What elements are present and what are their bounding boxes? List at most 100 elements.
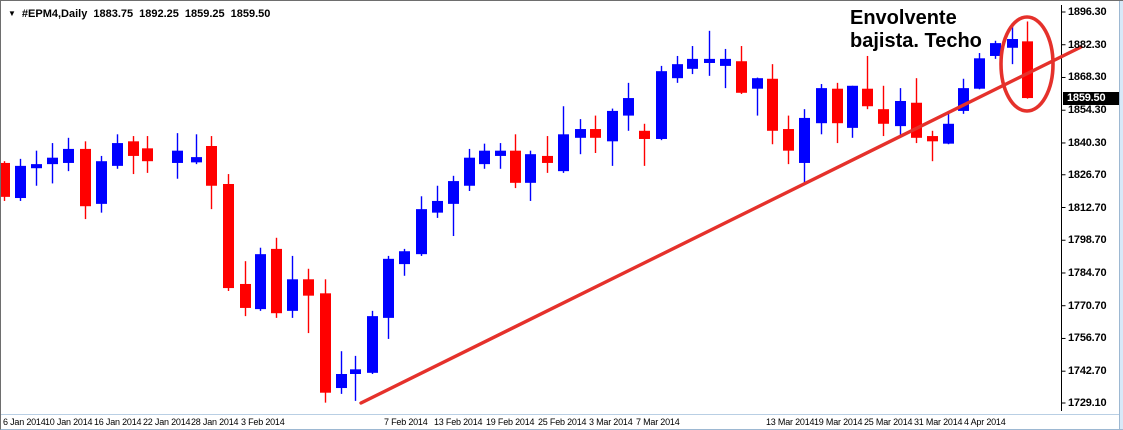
y-axis-label: 1770.70 — [1068, 299, 1107, 312]
candle-body — [656, 71, 667, 139]
candle-body — [639, 130, 650, 139]
y-axis-label: 1784.70 — [1068, 266, 1107, 279]
candle-body — [974, 58, 985, 89]
candle-body — [558, 134, 569, 172]
y-axis-label: 1882.30 — [1068, 38, 1107, 51]
y-axis-label: 1840.30 — [1068, 136, 1107, 149]
x-axis-label: 22 Jan 2014 — [143, 417, 191, 427]
ohlc-open: 1883.75 — [93, 8, 134, 20]
candle-body — [525, 154, 536, 183]
candle-body — [958, 88, 969, 111]
candle-body — [320, 293, 331, 393]
y-axis-label: 1826.70 — [1068, 168, 1107, 181]
ohlc-high: 1892.25 — [139, 8, 179, 20]
candle-body — [63, 148, 74, 163]
y-axis-label: 1742.70 — [1068, 365, 1107, 378]
candle-body — [799, 117, 810, 163]
annotation-text: Envolvente bajista. Techo — [850, 7, 982, 53]
candle-body — [607, 110, 618, 142]
candle-body — [783, 129, 794, 151]
x-axis-label: 25 Feb 2014 — [538, 417, 587, 427]
candle-body — [816, 88, 827, 124]
candle-body — [96, 161, 107, 204]
x-axis-label: 19 Mar 2014 — [814, 417, 863, 427]
candle-body — [767, 78, 778, 131]
x-axis-label: 19 Feb 2014 — [486, 417, 535, 427]
current-price-badge: 1859.50 — [1063, 92, 1120, 105]
candle-body — [720, 58, 731, 66]
chart-title: ▼ #EPM4,Daily 1883.75 1892.25 1859.25 1859.50 — [8, 8, 270, 20]
candle-body — [752, 78, 763, 89]
candle-body — [510, 150, 521, 183]
x-axis-label: 31 Mar 2014 — [914, 417, 963, 427]
candle-body — [590, 129, 601, 138]
candle-body — [223, 183, 234, 289]
candle-body — [255, 254, 266, 310]
candle-body — [271, 248, 282, 314]
candle-body — [172, 150, 183, 163]
x-axis-label: 13 Mar 2014 — [766, 417, 815, 427]
candle-body — [1, 162, 10, 197]
candle-body — [479, 150, 490, 165]
candle-body — [704, 58, 715, 63]
candle-body — [927, 136, 938, 142]
x-axis-label: 3 Mar 2014 — [589, 417, 633, 427]
y-axis-label: 1729.10 — [1068, 397, 1107, 409]
candle-body — [990, 43, 1001, 56]
candle-body — [112, 143, 123, 166]
candle-body — [383, 258, 394, 318]
candle-body — [847, 85, 858, 128]
symbol-timeframe-label: #EPM4,Daily — [21, 8, 88, 20]
annotation-line-2: bajista. Techo — [850, 30, 982, 52]
candle-body — [287, 279, 298, 311]
y-axis-label: 1854.30 — [1068, 104, 1107, 117]
candle-body — [1022, 41, 1033, 99]
candle-body — [206, 145, 217, 186]
candle-body — [15, 165, 26, 199]
candle-body — [350, 369, 361, 375]
candle-body — [878, 109, 889, 124]
y-axis-label: 1756.70 — [1068, 332, 1107, 345]
candle-body — [191, 157, 202, 163]
symbol-dropdown-icon[interactable]: ▼ — [8, 9, 16, 18]
y-axis-label: 1896.30 — [1068, 6, 1107, 18]
candle-body — [399, 251, 410, 265]
x-axis-label: 13 Feb 2014 — [434, 417, 483, 427]
candle-body — [623, 98, 634, 116]
candle-body — [832, 88, 843, 124]
y-axis-label: 1812.70 — [1068, 201, 1107, 214]
candle-body — [495, 150, 506, 156]
annotation-line-1: Envolvente — [850, 7, 957, 29]
x-axis-label: 7 Feb 2014 — [384, 417, 428, 427]
candle-body — [464, 157, 475, 186]
candle-body — [80, 148, 91, 207]
candle-body — [687, 58, 698, 69]
ellipse-drawing[interactable] — [999, 15, 1055, 113]
candle-body — [895, 100, 906, 127]
candle-body — [911, 102, 922, 138]
ohlc-low: 1859.25 — [184, 8, 225, 20]
candle-body — [542, 155, 553, 163]
candle-body — [31, 164, 42, 169]
x-axis-label: 7 Mar 2014 — [636, 417, 680, 427]
y-axis-label: 1798.70 — [1068, 234, 1107, 247]
y-axis-label: 1868.30 — [1068, 71, 1107, 84]
candle-body — [448, 181, 459, 204]
candle-body — [240, 283, 251, 308]
x-axis-label: 16 Jan 2014 — [94, 417, 142, 427]
candle-body — [672, 64, 683, 79]
candle-body — [142, 148, 153, 162]
x-axis-label: 3 Feb 2014 — [241, 417, 285, 427]
window-right-edge — [1119, 1, 1123, 429]
candle-body — [575, 129, 586, 138]
candle-body — [128, 141, 139, 156]
trendline-drawing[interactable] — [359, 45, 1083, 405]
candle-body — [303, 279, 314, 296]
candle-body — [416, 209, 427, 255]
candle-body — [432, 200, 443, 213]
candle-body — [862, 88, 873, 107]
candle-body — [47, 157, 58, 165]
candle-body — [1007, 39, 1018, 48]
